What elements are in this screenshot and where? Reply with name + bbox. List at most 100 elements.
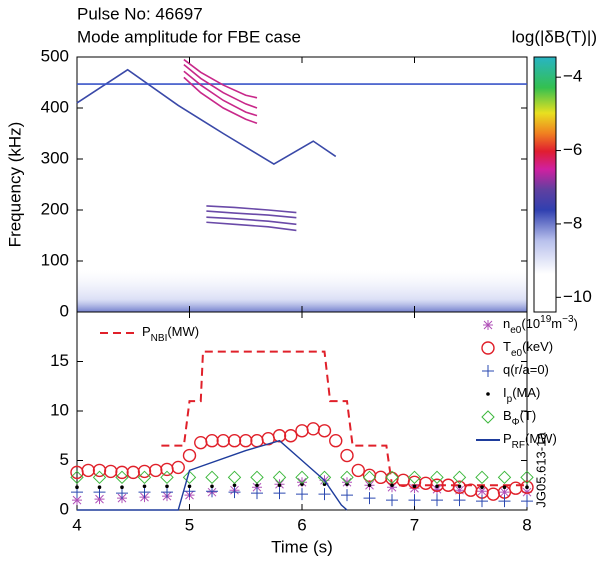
marker-part [499,487,510,498]
marker-plus [363,492,376,505]
marker-circle [115,465,129,480]
legend-label: q(r/a=0) [503,362,549,377]
marker-part [297,477,307,488]
marker-asterisk [477,486,487,497]
marker-circle [272,429,287,443]
marker-part [171,460,185,475]
marker-circle [340,448,354,463]
y-tick-label: 0 [60,499,69,518]
marker-part [477,486,487,497]
legend-label-part: T [503,339,511,354]
legend-label-part: 19 [540,314,552,325]
y-tick-label: 200 [41,199,69,218]
marker-dot [345,482,349,487]
marker-part [407,470,422,485]
marker-asterisk [522,487,532,498]
marker-part [367,483,372,488]
marker-dot [300,482,304,487]
marker-part [210,484,214,489]
marker-diamond [362,470,377,485]
marker-asterisk [387,482,397,493]
marker-part [227,470,242,485]
marker-part [509,481,523,495]
marker-plus [138,486,151,499]
marker-part [351,463,365,478]
marker-part [115,465,129,480]
mode-trace [206,205,297,214]
marker-plus [228,486,241,499]
marker-part [483,320,493,330]
marker-part [322,482,327,487]
marker-part [160,462,174,477]
marker-asterisk [342,477,352,488]
y-tick-label: 300 [41,148,69,167]
marker-circle [104,464,118,479]
legend-label-part: NBI [151,333,168,344]
marker-part [525,485,529,490]
marker-part [522,487,532,498]
marker-part [317,424,332,438]
y-tick-label: 5 [60,450,69,469]
legend-label-part: (10 [521,316,540,331]
marker-part [251,487,263,500]
legend-label-part: (T) [520,408,537,423]
marker-diamond [385,470,399,485]
marker-dot [412,484,417,489]
marker-part [476,495,488,508]
y-tick-label: 0 [60,301,69,320]
marker-part [295,470,309,485]
series-line [161,350,527,487]
marker-part [374,470,388,485]
marker-part [250,470,264,485]
marker-part [94,494,105,505]
marker-plus [251,487,263,500]
marker-diamond [295,470,309,485]
marker-part [497,470,512,485]
colorbar [533,56,557,313]
marker-part [272,429,287,443]
marker-part [92,463,107,478]
marker-part [182,448,197,463]
mode-trace [76,68,337,166]
marker-asterisk [94,494,105,505]
marker-part [520,480,534,494]
marker-circle [306,422,320,436]
marker-plus [408,494,421,507]
mode-trace [183,76,258,125]
colorbar-tick-label: −6 [563,140,582,159]
marker-part [187,484,192,489]
marker-part [363,492,376,505]
chart-title: Pulse No: 46697 [77,4,203,23]
mode-trace [183,70,258,117]
x-tick-label: 6 [297,515,306,534]
legend-label-part: −3 [562,314,574,325]
marker-part [300,482,304,487]
marker-part [498,495,511,508]
marker-plus [431,494,443,507]
marker-part [277,483,282,488]
marker-part [318,488,331,501]
marker-asterisk [297,477,307,488]
marker-part [137,470,152,485]
marker-circle [205,434,219,448]
legend-label-part: (MW) [525,431,557,446]
legend-label-part: RF [512,440,525,451]
y-tick-label: 10 [50,400,69,419]
marker-part [482,365,494,377]
marker-diamond [407,470,422,485]
marker-dot [232,483,237,488]
marker-diamond [227,470,242,485]
legend-label-part: m [551,316,562,331]
marker-circle [419,476,433,490]
mode-trace [206,221,297,232]
marker-diamond [115,470,129,485]
marker-part [161,486,173,499]
legend-label: Te0(keV) [503,339,553,359]
marker-part [205,470,219,485]
marker-circle [351,463,365,478]
marker-part [273,487,286,500]
legend-label: PNBI(MW) [142,324,199,344]
marker-asterisk [432,484,442,495]
marker-part [385,470,399,485]
marker-part [97,485,102,490]
